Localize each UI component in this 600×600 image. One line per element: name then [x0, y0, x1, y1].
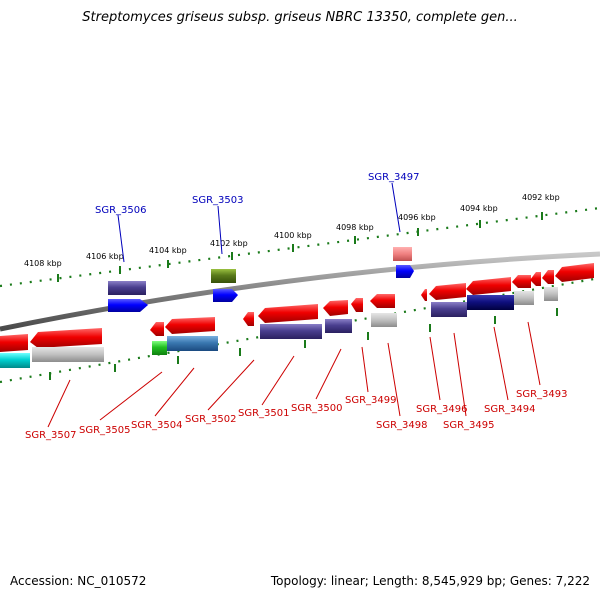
gene-sgr-3499[interactable] — [351, 298, 363, 312]
gene-sgr-3507[interactable] — [30, 328, 102, 348]
gene-sgr-3496[interactable] — [429, 283, 466, 300]
top-gene-labels — [117, 182, 401, 263]
lower-genes — [0, 263, 594, 368]
gene-sgr-3497[interactable] — [393, 247, 412, 261]
ruler-label: 4108 kbp — [24, 259, 62, 268]
gene-label-sgr-3495[interactable]: SGR_3495 — [443, 420, 495, 431]
gene-reverse-arrow[interactable] — [542, 270, 554, 284]
gene-label-sgr-3506[interactable]: SGR_3506 — [95, 205, 147, 216]
gene-label-sgr-3493[interactable]: SGR_3493 — [516, 389, 568, 400]
gene-sgr-3502[interactable] — [243, 312, 254, 326]
gene-purple[interactable] — [431, 302, 467, 317]
gene-gray[interactable] — [514, 291, 534, 305]
gene-purple[interactable] — [325, 319, 352, 333]
gene-sgr-3501[interactable] — [258, 304, 318, 323]
gene-reverse-arrow[interactable] — [421, 289, 427, 301]
accession-label: Accession: NC_010572 — [10, 574, 147, 588]
gene-label-sgr-3497[interactable]: SGR_3497 — [368, 172, 420, 183]
ruler-labels: 4108 kbp 4106 kbp 4104 kbp 4102 kbp 4100… — [24, 193, 560, 268]
gene-label-sgr-3505[interactable]: SGR_3505 — [79, 425, 131, 436]
gene-sgr-3498[interactable] — [370, 294, 395, 308]
gene-sgr-3494[interactable] — [467, 295, 514, 310]
gene-label-sgr-3507[interactable]: SGR_3507 — [25, 430, 77, 441]
gene-label-sgr-3494[interactable]: SGR_3494 — [484, 404, 536, 415]
gene-sgr-3505[interactable] — [167, 336, 218, 351]
gene-label-sgr-3499[interactable]: SGR_3499 — [345, 395, 397, 406]
gene-forward-arrow[interactable] — [213, 289, 238, 302]
bottom-gene-leaders — [47, 321, 541, 428]
gene-label-sgr-3503[interactable]: SGR_3503 — [192, 195, 244, 206]
gene-sgr-3503[interactable] — [211, 269, 236, 283]
lower-ruler — [0, 276, 600, 384]
gene-reverse-arrow[interactable] — [150, 322, 164, 336]
gene-gray[interactable] — [32, 347, 104, 362]
gene-sgr-3500[interactable] — [323, 300, 348, 316]
gene-label-sgr-3496[interactable]: SGR_3496 — [416, 404, 468, 415]
gene-cyan[interactable] — [0, 353, 30, 368]
gene-label-sgr-3498[interactable]: SGR_3498 — [376, 420, 428, 431]
ruler-label: 4098 kbp — [336, 223, 374, 232]
gene-green[interactable] — [152, 341, 167, 355]
gene-reverse-arrow[interactable] — [512, 275, 531, 288]
ruler-label: 4094 kbp — [460, 204, 498, 213]
genome-backbone — [0, 251, 600, 332]
ruler-label: 4106 kbp — [86, 252, 124, 261]
ruler-label: 4100 kbp — [274, 231, 312, 240]
lower-ruler-ticks — [49, 308, 558, 380]
upper-ruler-ticks — [57, 212, 543, 282]
upper-ruler — [0, 206, 600, 288]
gene-sgr-3506[interactable] — [108, 281, 146, 295]
ruler-label: 4102 kbp — [210, 239, 248, 248]
map-title: Streptomyces griseus subsp. griseus NBRC… — [82, 10, 518, 25]
ruler-label: 4092 kbp — [522, 193, 560, 202]
gene-reverse-arrow[interactable] — [0, 334, 28, 352]
gene-forward-arrow[interactable] — [396, 265, 414, 278]
gene-label-sgr-3501[interactable]: SGR_3501 — [238, 408, 290, 419]
gene-gray[interactable] — [544, 287, 558, 301]
gene-label-sgr-3502[interactable]: SGR_3502 — [185, 414, 237, 425]
gene-label-sgr-3500[interactable]: SGR_3500 — [291, 403, 343, 414]
ruler-label: 4104 kbp — [149, 246, 187, 255]
gene-sgr-3495[interactable] — [466, 277, 511, 295]
gene-sgr-3504[interactable] — [165, 317, 215, 334]
ruler-label: 4096 kbp — [398, 213, 436, 222]
gene-reverse-arrow[interactable] — [530, 272, 541, 286]
gene-forward-arrow[interactable] — [108, 299, 148, 312]
gene-sgr-3493[interactable] — [555, 263, 594, 282]
gene-gray[interactable] — [371, 313, 397, 327]
topology-label: Topology: linear; Length: 8,545,929 bp; … — [270, 574, 590, 588]
gene-label-sgr-3504[interactable]: SGR_3504 — [131, 420, 183, 431]
gene-purple[interactable] — [260, 324, 322, 339]
